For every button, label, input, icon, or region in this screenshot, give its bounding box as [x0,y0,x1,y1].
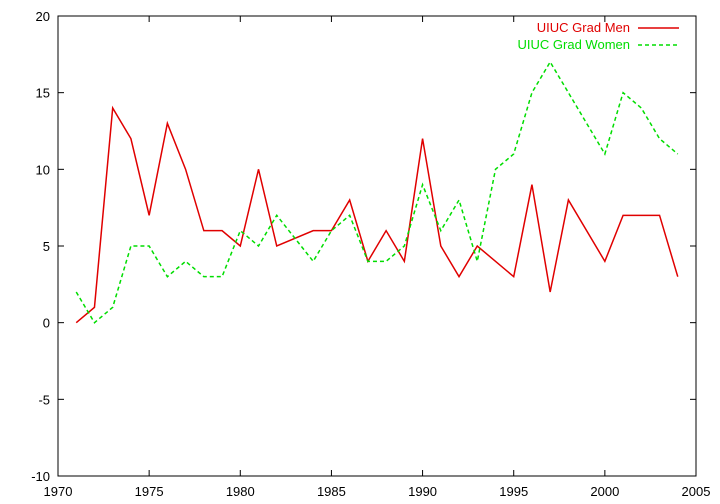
x-tick-label: 2000 [590,484,619,499]
y-tick-label: -10 [31,469,50,484]
x-tick-label: 2005 [682,484,711,499]
y-tick-label: 5 [43,239,50,254]
axis-ticks [57,15,697,477]
legend-label-men: UIUC Grad Men [537,20,630,35]
series-line-women [75,60,679,324]
x-tick-label: 1975 [135,484,164,499]
y-tick-label: 10 [36,162,50,177]
axis-tick-labels: 1970 1975 1980 1985 1990 1995 2000 2005 -10 -5 0 5 1… [31,9,710,499]
y-tick-label: 0 [43,316,50,331]
series-line-men [75,105,679,324]
x-tick-label: 1980 [226,484,255,499]
x-tick-label: 1985 [317,484,346,499]
y-tick-label: -5 [38,392,50,407]
x-tick-label: 1995 [499,484,528,499]
y-tick-label: 20 [36,9,50,24]
series-lines [75,60,679,324]
y-tick-label: 15 [36,86,50,101]
legend-label-women: UIUC Grad Women [518,37,630,52]
legend: UIUC Grad Men UIUC Grad Women [518,20,679,52]
x-tick-label: 1990 [408,484,437,499]
x-tick-label: 1970 [44,484,73,499]
